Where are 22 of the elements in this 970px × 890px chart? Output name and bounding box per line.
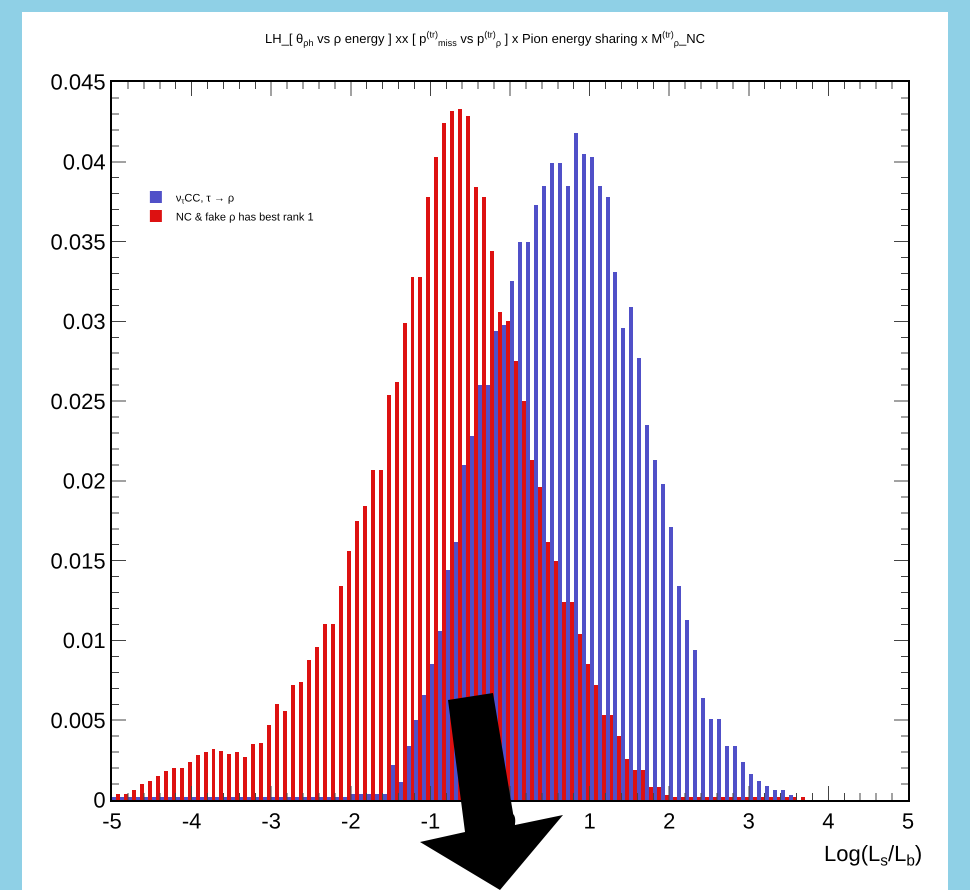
x-tick-label: 2 [663,808,676,834]
x-tick-label: -2 [341,808,361,834]
legend-label: NC & fake ρ has best rank 1 [176,211,314,224]
y-tick-label: 0.045 [50,70,106,95]
x-tick-label: -1 [420,808,440,834]
legend-label: ν$_{τ}$CC, τ → ρ [176,192,234,206]
y-tick-label: 0.025 [50,388,106,414]
y-tick-label: 0.005 [50,708,106,733]
y-tick-label: 0.035 [50,229,106,254]
x-tick-label: 5 [902,808,914,834]
x-tick-label: -4 [182,808,202,834]
y-tick-label: 0.01 [62,628,106,654]
x-tick-label: -3 [261,808,281,834]
y-tick-label: 0.015 [50,548,106,574]
chart-title: LH_[ θ$_{ρh}$ vs ρ energy ] xx [ p$^{(tr)}$$_{miss}$ vs p$^{(tr)}$$_{ρ}$ ] x Pion energy sharing x M$^{(tr)}$$_{ρ}$_NC [264,30,706,48]
x-axis-title: Log(L$_{s}$/L$_{b}$) [824,841,922,870]
y-tick-label: 0.03 [62,309,106,334]
x-tick-label: 4 [822,808,835,834]
x-tick-label: 3 [742,808,755,834]
y-tick-label: 0.02 [62,468,106,494]
y-tick-label: 0.04 [62,149,106,174]
x-tick-label: 1 [583,808,596,834]
